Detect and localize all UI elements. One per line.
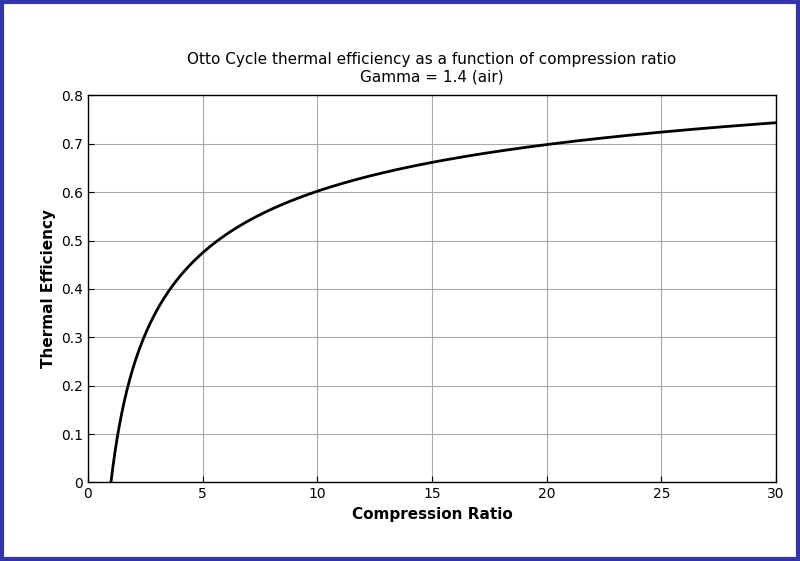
Title: Otto Cycle thermal efficiency as a function of compression ratio
Gamma = 1.4 (ai: Otto Cycle thermal efficiency as a funct… <box>187 52 677 85</box>
X-axis label: Compression Ratio: Compression Ratio <box>352 507 512 522</box>
Y-axis label: Thermal Efficiency: Thermal Efficiency <box>41 209 55 369</box>
